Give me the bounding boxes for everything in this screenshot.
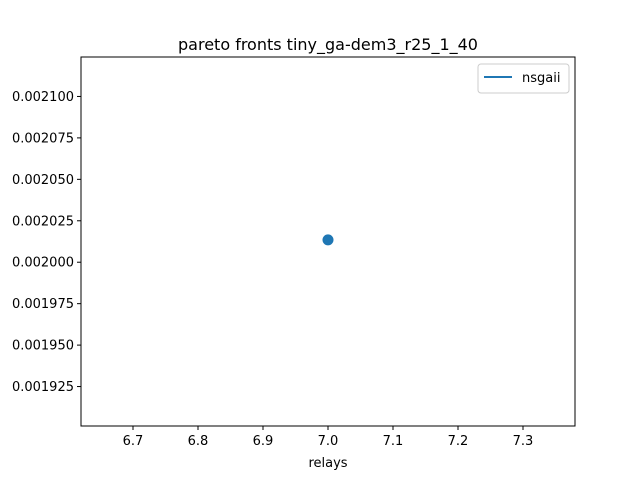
x-tick-label: 6.8 (188, 434, 209, 449)
plot-area (322, 234, 334, 246)
x-axis: 6.7 6.8 6.9 7.0 7.1 7.2 7.3 (123, 426, 534, 449)
y-tick-label: 0.002100 (12, 90, 74, 105)
x-tick-label: 7.3 (513, 434, 534, 449)
y-tick-label: 0.001975 (12, 297, 74, 312)
x-axis-label: relays (308, 456, 347, 471)
y-tick-label: 0.002075 (12, 131, 74, 146)
y-tick-label: 0.001925 (12, 380, 74, 395)
x-tick-label: 6.9 (253, 434, 274, 449)
y-tick-label: 0.002000 (12, 256, 74, 271)
x-tick-label: 7.1 (383, 434, 404, 449)
chart-title: pareto fronts tiny_ga-dem3_r25_1_40 (178, 35, 478, 55)
x-tick-label: 6.7 (123, 434, 144, 449)
x-tick-label: 7.0 (318, 434, 339, 449)
data-point (322, 234, 334, 246)
legend-box (477, 63, 570, 94)
y-tick-label: 0.002050 (12, 173, 74, 188)
y-tick-label: 0.002025 (12, 214, 74, 229)
y-axis: 0.001925 0.001950 0.001975 0.002000 0.002025… (12, 90, 81, 395)
y-tick-label: 0.001950 (12, 339, 74, 354)
x-tick-label: 7.2 (448, 434, 469, 449)
legend: nsgaii (477, 63, 570, 94)
legend-label-nsgaii: nsgaii (522, 71, 560, 86)
